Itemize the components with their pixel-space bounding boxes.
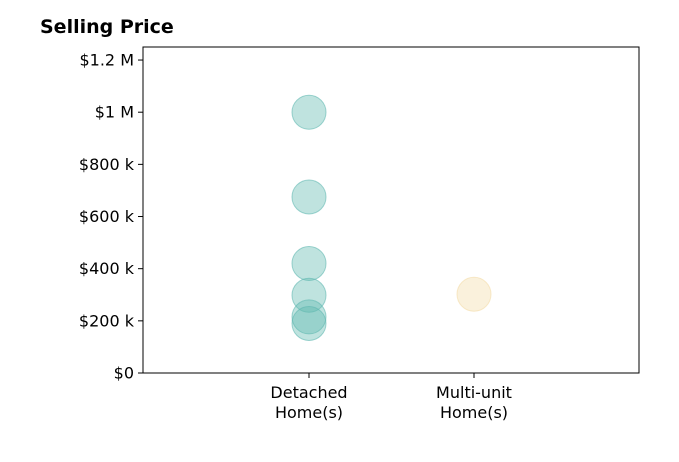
plot-area <box>142 46 640 374</box>
y-tick-label: $800 k <box>79 155 135 174</box>
data-point <box>456 276 492 312</box>
y-tick-label: $400 k <box>79 259 135 278</box>
data-point <box>291 277 327 313</box>
data-point <box>291 94 327 130</box>
data-points <box>291 94 492 341</box>
data-point <box>291 245 327 281</box>
chart-title: Selling Price <box>40 16 174 38</box>
data-point <box>291 179 327 215</box>
x-tick-label: Detached <box>270 383 347 402</box>
y-axis: $0 $200 k $400 k $600 k $800 k $1 M $1.2 M <box>79 51 143 383</box>
x-tick-label: Multi-unit <box>436 383 512 402</box>
y-tick-label: $1.2 M <box>79 51 134 70</box>
x-tick-label: Home(s) <box>275 403 343 422</box>
data-point <box>291 305 327 341</box>
x-tick-label: Home(s) <box>440 403 508 422</box>
y-tick-label: $0 <box>114 364 134 383</box>
y-tick-label: $200 k <box>79 311 135 330</box>
y-tick-label: $600 k <box>79 207 135 226</box>
y-tick-label: $1 M <box>95 103 134 122</box>
